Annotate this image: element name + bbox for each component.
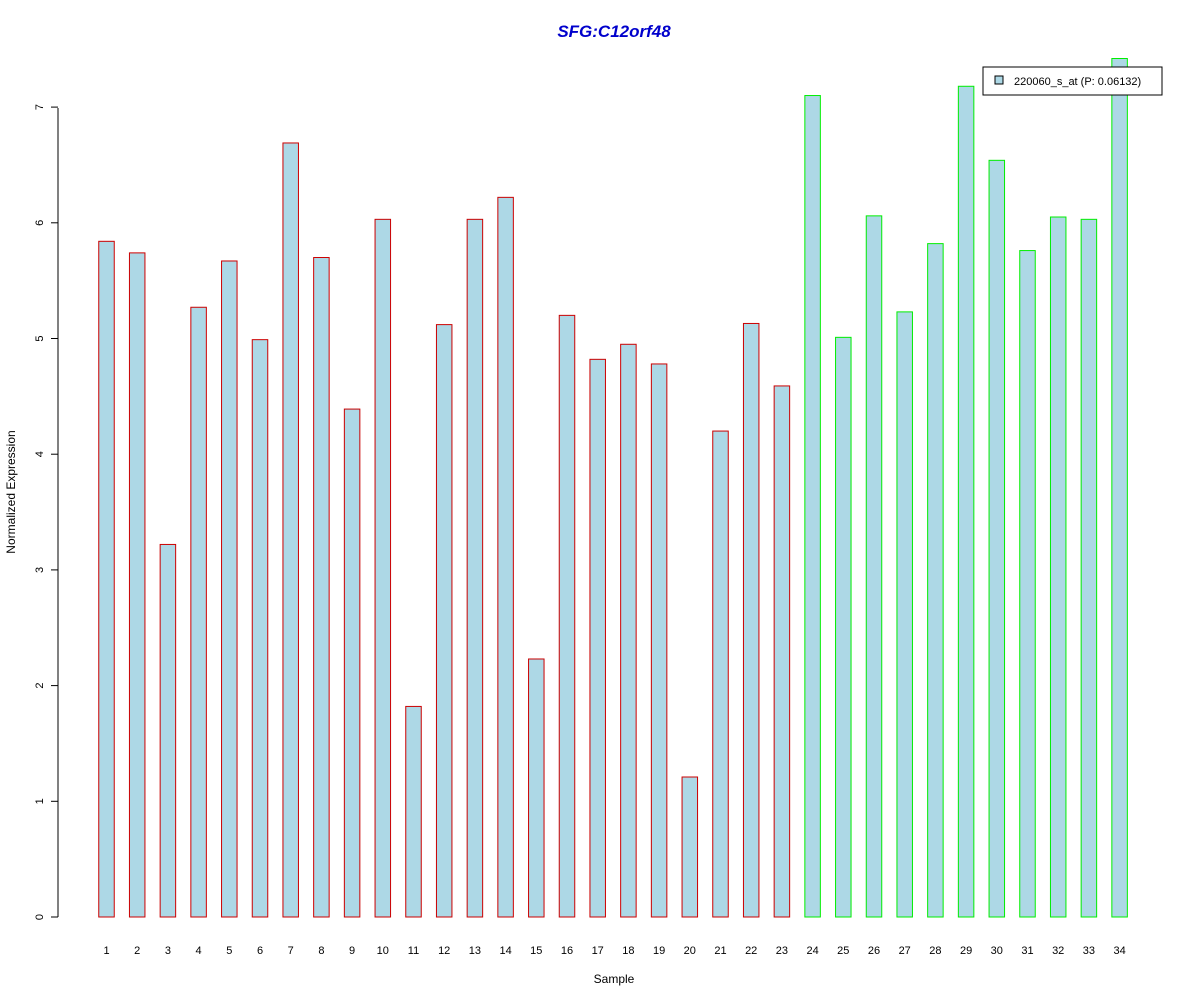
bar-sample-31 xyxy=(1019,250,1036,918)
x-tick-label: 26 xyxy=(868,945,880,957)
x-tick-label: 25 xyxy=(837,945,849,957)
bar-sample-6 xyxy=(251,339,269,918)
x-tick-label: 27 xyxy=(899,945,911,957)
bar-sample-13 xyxy=(466,218,484,918)
x-tick-label: 13 xyxy=(469,945,481,957)
x-tick-label: 16 xyxy=(561,945,573,957)
bar-sample-32 xyxy=(1049,216,1067,918)
bar-sample-26 xyxy=(865,215,883,918)
x-tick-label: 29 xyxy=(960,945,972,957)
bar-sample-9 xyxy=(343,408,361,918)
y-tick-label: 2 xyxy=(34,683,46,689)
bar-sample-27 xyxy=(896,311,913,918)
bar-sample-4 xyxy=(190,306,207,918)
x-tick-label: 28 xyxy=(929,945,941,957)
bar-sample-19 xyxy=(650,363,668,918)
x-tick-label: 20 xyxy=(684,945,696,957)
legend: 220060_s_at (P: 0.06132) xyxy=(982,66,1163,96)
bar-sample-12 xyxy=(435,324,453,918)
legend-label: 220060_s_at (P: 0.06132) xyxy=(1014,76,1141,88)
x-tick-label: 31 xyxy=(1021,945,1033,957)
bar-sample-1 xyxy=(98,240,115,918)
x-tick-label: 19 xyxy=(653,945,665,957)
x-tick-label: 8 xyxy=(318,945,324,957)
legend-box xyxy=(982,66,1163,96)
x-tick-label: 6 xyxy=(257,945,263,957)
bar-sample-15 xyxy=(528,658,545,918)
bar-sample-18 xyxy=(620,343,637,918)
x-tick-label: 4 xyxy=(196,945,202,957)
x-tick-label: 12 xyxy=(438,945,450,957)
x-tick-label: 10 xyxy=(377,945,389,957)
x-tick-label: 34 xyxy=(1113,945,1125,957)
x-tick-label: 15 xyxy=(530,945,542,957)
bar-sample-29 xyxy=(957,85,975,918)
x-tick-label: 22 xyxy=(745,945,757,957)
bar-sample-30 xyxy=(988,159,1006,918)
legend-swatch xyxy=(994,75,1004,85)
y-axis-ticks: 0 1 2 3 4 5 6 7 xyxy=(34,104,58,920)
x-tick-label: 24 xyxy=(806,945,818,957)
bar-sample-33 xyxy=(1080,218,1098,918)
x-tick-label: 21 xyxy=(714,945,726,957)
x-tick-label: 1 xyxy=(103,945,109,957)
y-tick-label: 4 xyxy=(34,451,46,457)
x-tick-label: 32 xyxy=(1052,945,1064,957)
bar-sample-21 xyxy=(712,430,729,918)
bar-sample-34 xyxy=(1111,58,1128,918)
bars-group xyxy=(98,58,1128,918)
bar-sample-20 xyxy=(681,776,699,918)
bar-sample-3 xyxy=(159,543,177,918)
x-tick-label: 7 xyxy=(288,945,294,957)
bar-sample-5 xyxy=(221,260,238,918)
x-axis-title: Sample xyxy=(594,972,635,986)
x-tick-label: 11 xyxy=(408,945,419,957)
bar-sample-11 xyxy=(405,705,422,918)
bar-sample-7 xyxy=(282,142,299,918)
y-tick-label: 7 xyxy=(34,104,46,110)
bar-sample-10 xyxy=(374,218,392,918)
x-tick-label: 30 xyxy=(991,945,1003,957)
x-tick-label: 5 xyxy=(226,945,232,957)
bar-sample-24 xyxy=(804,95,821,918)
chart-title: SFG:C12orf48 xyxy=(557,22,671,41)
y-tick-label: 0 xyxy=(34,914,46,920)
y-tick-label: 1 xyxy=(34,798,46,804)
bar-sample-28 xyxy=(927,243,944,918)
bar-sample-25 xyxy=(835,336,852,918)
y-tick-label: 6 xyxy=(34,220,46,226)
x-axis-tick-labels: 1 2 3 4 5 6 7 8 9 10 11 12 13 14 15 16 17 18 19 20 21 22 23 24 2… xyxy=(103,945,1125,957)
y-tick-label: 5 xyxy=(34,335,46,341)
y-tick-label: 3 xyxy=(34,567,46,573)
bar-sample-23 xyxy=(773,385,791,918)
x-tick-label: 23 xyxy=(776,945,788,957)
x-tick-label: 14 xyxy=(499,945,511,957)
bar-sample-22 xyxy=(742,322,760,918)
bar-sample-14 xyxy=(497,196,514,918)
bar-sample-17 xyxy=(589,358,606,918)
x-tick-label: 18 xyxy=(622,945,634,957)
bar-sample-2 xyxy=(128,252,146,918)
bar-sample-16 xyxy=(558,314,576,918)
x-tick-label: 2 xyxy=(134,945,140,957)
x-tick-label: 17 xyxy=(592,945,604,957)
x-tick-label: 33 xyxy=(1083,945,1095,957)
y-axis-title: Normalized Expression xyxy=(4,430,18,553)
x-tick-label: 9 xyxy=(349,945,355,957)
bar-sample-8 xyxy=(313,257,330,918)
x-tick-label: 3 xyxy=(165,945,171,957)
